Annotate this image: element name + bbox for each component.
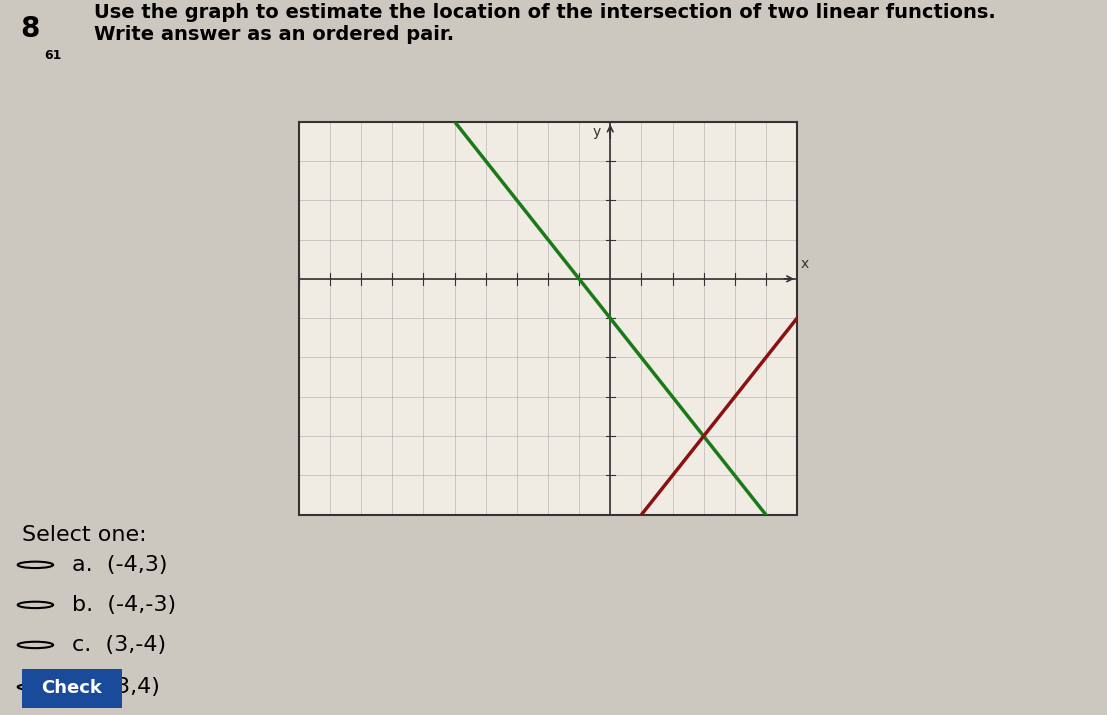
Text: d.  (3,4): d. (3,4) [72, 677, 159, 697]
Text: c.  (3,-4): c. (3,-4) [72, 635, 166, 655]
Text: 61: 61 [44, 49, 62, 62]
Text: y: y [592, 125, 601, 139]
Text: Check: Check [42, 679, 102, 697]
Text: Select one:: Select one: [22, 525, 147, 545]
Text: b.  (-4,-3): b. (-4,-3) [72, 595, 176, 615]
Text: Use the graph to estimate the location of the intersection of two linear functio: Use the graph to estimate the location o… [94, 3, 996, 44]
Text: x: x [800, 257, 808, 271]
Text: 8: 8 [20, 16, 40, 44]
Text: a.  (-4,3): a. (-4,3) [72, 555, 167, 575]
